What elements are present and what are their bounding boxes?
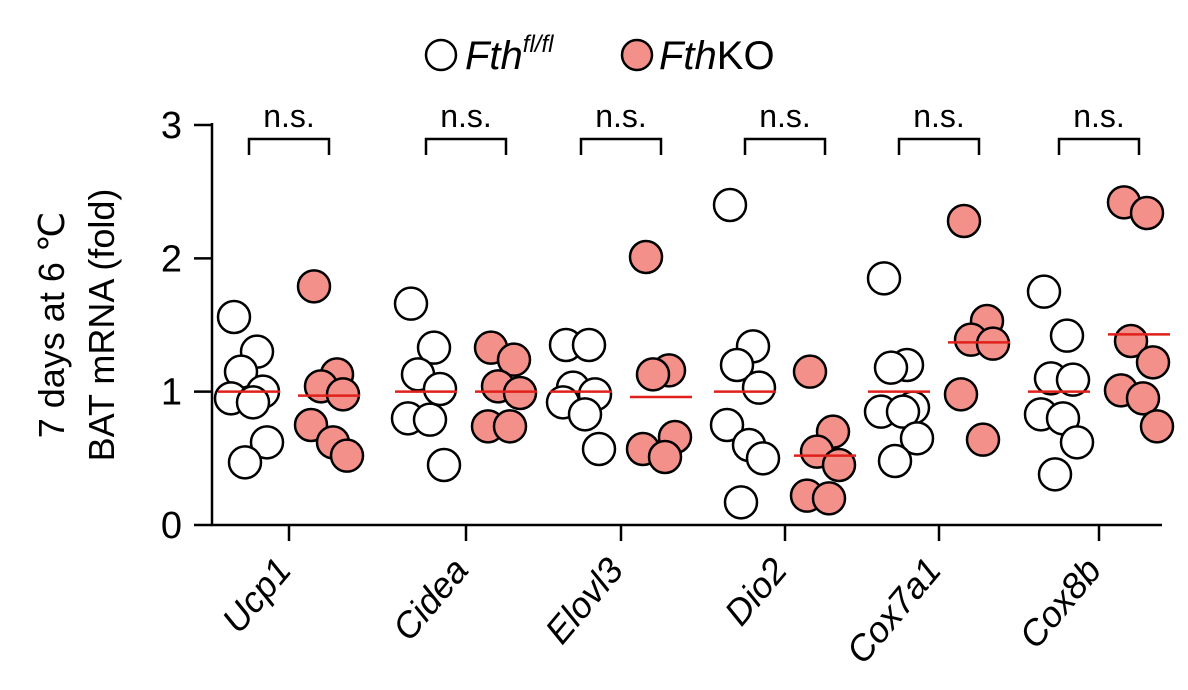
data-point-control: [412, 402, 448, 437]
significance-bracket: [897, 137, 981, 155]
data-point-control: [712, 187, 748, 223]
data-point-control: [1055, 362, 1091, 397]
data-point-control: [1059, 425, 1095, 460]
data-point-control: [216, 299, 252, 335]
data-point-ko: [1135, 345, 1171, 380]
significance-bracket: [743, 137, 827, 155]
data-point-control: [571, 327, 607, 363]
y-tick-label: 2: [161, 238, 182, 280]
data-point-ko: [296, 269, 332, 304]
legend-label: Fthfl/fl: [465, 31, 554, 78]
data-point-ko: [1129, 195, 1165, 231]
y-tick-label: 0: [161, 505, 182, 547]
data-points: [213, 185, 1175, 520]
significance-brackets: n.s. n.s. n.s. n.s. n.s. n.s.: [247, 98, 1141, 155]
x-tick-label: Dio2: [716, 550, 795, 633]
y-tick-label: 3: [161, 105, 182, 147]
data-point-ko: [792, 354, 828, 389]
significance-bracket: [579, 137, 663, 155]
x-tick-label: Elovl3: [537, 550, 631, 651]
data-point-control: [581, 431, 617, 467]
y-axis-label-line-2: BAT mRNA (fold): [81, 189, 122, 462]
data-point-control: [1037, 457, 1073, 492]
data-point-ko: [1139, 409, 1175, 444]
data-point-control: [249, 425, 285, 460]
data-point-control: [416, 330, 452, 365]
data-point-ko: [821, 447, 857, 483]
data-point-ko: [811, 481, 847, 516]
legend-marker: [620, 38, 654, 72]
x-tick-label: Cidea: [384, 550, 476, 648]
significance-label: n.s.: [595, 98, 647, 134]
legend: Fthfl/fl FthKO: [424, 31, 775, 78]
x-tick-label: Cox8b: [1011, 550, 1109, 656]
y-tick-label: 1: [161, 372, 182, 414]
data-point-ko: [965, 422, 1001, 457]
data-point-ko: [628, 239, 664, 275]
data-point-ko: [647, 439, 683, 475]
data-point-control: [866, 261, 902, 296]
data-point-control: [745, 441, 781, 476]
x-tick-label: Cox7a1: [838, 550, 949, 671]
significance-label: n.s.: [263, 98, 315, 134]
data-point-control: [899, 421, 935, 456]
significance-label: n.s.: [1073, 98, 1125, 134]
data-point-control: [1049, 318, 1085, 353]
y-axis-label-line-1: 7 days at 6 ℃: [31, 212, 72, 439]
significance-label: n.s.: [440, 98, 492, 134]
data-point-ko: [1125, 381, 1161, 416]
data-point-ko: [496, 342, 532, 377]
data-point-control: [877, 443, 913, 479]
mean-lines: [218, 333, 1170, 457]
data-point-ko: [329, 438, 365, 473]
data-point-control: [422, 371, 458, 407]
data-point-ko: [1113, 323, 1149, 359]
significance-bracket: [247, 137, 331, 155]
data-point-control: [719, 347, 755, 383]
legend-label: FthKO: [659, 34, 775, 78]
y-axis-label: 7 days at 6 ℃ BAT mRNA (fold): [31, 189, 122, 462]
data-point-control: [567, 397, 603, 432]
data-point-control: [709, 407, 745, 443]
data-point-control: [885, 394, 921, 429]
significance-label: n.s.: [913, 98, 965, 134]
data-point-control: [235, 385, 271, 420]
data-point-control: [426, 447, 462, 483]
data-point-ko: [502, 375, 538, 411]
data-point-control: [1026, 274, 1062, 309]
significance-label: n.s.: [759, 98, 811, 134]
data-point-ko: [635, 357, 671, 392]
data-point-ko: [325, 377, 361, 412]
significance-bracket: [424, 137, 508, 155]
data-point-ko: [946, 203, 982, 239]
data-point-control: [723, 485, 759, 520]
legend-marker: [424, 38, 458, 72]
data-point-control: [873, 350, 909, 385]
data-point-control: [227, 445, 263, 480]
data-point-ko: [492, 409, 528, 444]
significance-bracket: [1057, 137, 1141, 155]
x-tick-label: Ucp1: [214, 550, 299, 641]
data-point-control: [393, 286, 429, 321]
data-point-ko: [975, 326, 1011, 361]
data-point-ko: [943, 377, 979, 412]
data-point-control: [741, 370, 777, 405]
